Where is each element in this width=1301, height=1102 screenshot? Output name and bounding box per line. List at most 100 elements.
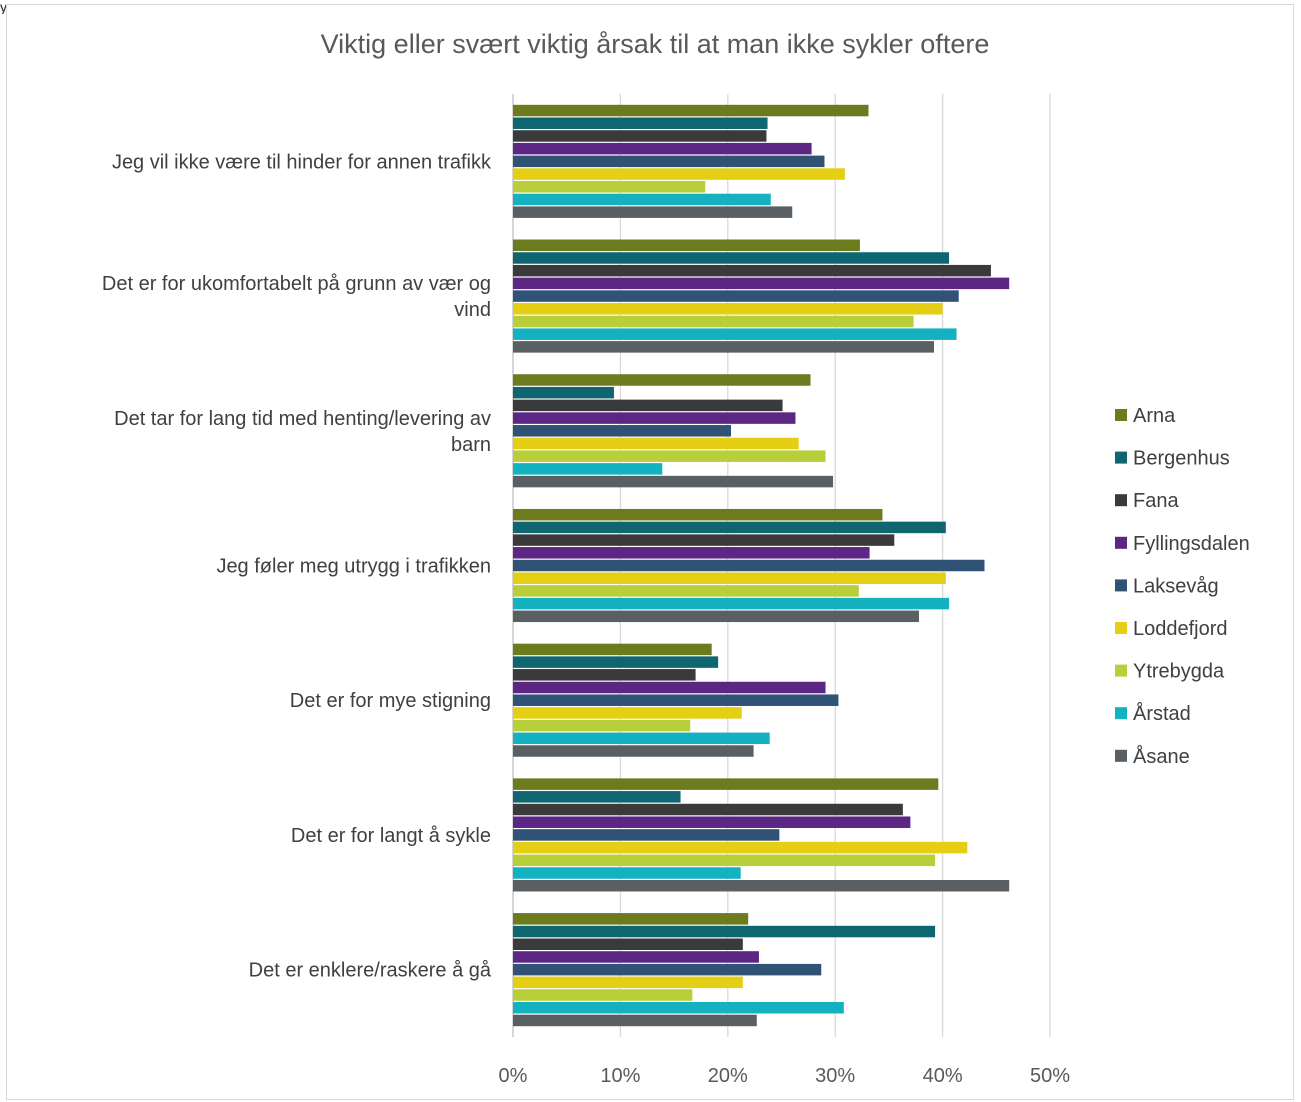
- x-tick-label: 10%: [600, 1065, 640, 1087]
- bar-loddefjord-5: [513, 842, 967, 854]
- bar-ytrebygda-4: [513, 720, 690, 732]
- bar-ytrebygda-2: [513, 450, 826, 462]
- bar-fana-2: [513, 400, 783, 412]
- category-label: Jeg føler meg utrygg i trafikken: [216, 556, 491, 578]
- legend-label: Bergenhus: [1133, 448, 1230, 470]
- category-label: Det er for mye stigning: [290, 690, 491, 712]
- bar--sane-2: [513, 476, 833, 488]
- bar-bergenhus-0: [513, 118, 768, 130]
- legend-label: Fyllingsdalen: [1133, 533, 1250, 555]
- bar--rstad-6: [513, 1002, 844, 1014]
- category-label: Det er for ukomfortabelt på grunn av vær…: [102, 273, 491, 295]
- bar--sane-5: [513, 880, 1009, 892]
- bar-laksev-g-6: [513, 964, 821, 976]
- legend-label: Laksevåg: [1133, 575, 1219, 597]
- bar-arna-6: [513, 913, 748, 925]
- bar-fana-6: [513, 938, 743, 950]
- legend-label: Fana: [1133, 490, 1179, 512]
- bar-bergenhus-4: [513, 656, 718, 668]
- bar-laksev-g-0: [513, 156, 824, 168]
- category-label: barn: [451, 434, 491, 456]
- bar-loddefjord-1: [513, 303, 943, 315]
- bar-bergenhus-3: [513, 522, 946, 534]
- bar-arna-3: [513, 509, 882, 521]
- bar--sane-4: [513, 745, 754, 757]
- category-label: Det er enklere/raskere å gå: [249, 960, 492, 982]
- bar-fyllingsdalen-6: [513, 951, 759, 963]
- legend-label: Åsane: [1133, 745, 1190, 768]
- bar-loddefjord-4: [513, 707, 742, 719]
- bar--sane-6: [513, 1015, 757, 1027]
- x-tick-label: 20%: [708, 1065, 748, 1087]
- bar-arna-0: [513, 105, 868, 117]
- bar-laksev-g-2: [513, 425, 731, 437]
- category-label: Det tar for lang tid med henting/leverin…: [114, 408, 491, 430]
- legend-swatch: [1115, 622, 1127, 634]
- legend-swatch: [1115, 750, 1127, 762]
- x-tick-label: 50%: [1030, 1065, 1070, 1087]
- bar-fana-0: [513, 130, 766, 142]
- bar-bergenhus-1: [513, 252, 949, 264]
- legend-label: Årstad: [1133, 702, 1191, 725]
- bar-fyllingsdalen-5: [513, 816, 910, 828]
- legend: Arna Bergenhus Fana Fyllingsdalen Laksevåg Lo…: [1115, 405, 1250, 768]
- category-label: Jeg vil ikke være til hinder for annen t…: [112, 151, 492, 173]
- bar-laksev-g-5: [513, 829, 779, 841]
- bar--rstad-4: [513, 733, 770, 745]
- bar-ytrebygda-5: [513, 855, 935, 867]
- legend-swatch: [1115, 409, 1127, 421]
- legend-label: Arna: [1133, 405, 1176, 427]
- bar--sane-1: [513, 341, 934, 353]
- bar-fyllingsdalen-2: [513, 412, 795, 424]
- legend-swatch: [1115, 537, 1127, 549]
- bar--rstad-5: [513, 867, 741, 879]
- bar-fyllingsdalen-0: [513, 143, 812, 155]
- x-axis-ticks: 0% 10% 20% 30% 40% 50%: [499, 1065, 1071, 1087]
- legend-swatch: [1115, 707, 1127, 719]
- bar-arna-4: [513, 644, 712, 656]
- bar-arna-1: [513, 240, 860, 252]
- bar-bergenhus-6: [513, 926, 935, 938]
- bar-fana-1: [513, 265, 991, 277]
- bar-laksev-g-1: [513, 290, 959, 302]
- category-label: vind: [454, 299, 491, 321]
- bar-bergenhus-5: [513, 791, 681, 803]
- legend-swatch: [1115, 452, 1127, 464]
- bar-loddefjord-6: [513, 977, 743, 989]
- x-tick-label: 0%: [499, 1065, 528, 1087]
- bar--sane-0: [513, 206, 792, 218]
- bar-ytrebygda-1: [513, 316, 914, 328]
- bar-loddefjord-0: [513, 168, 845, 180]
- bar-ytrebygda-0: [513, 181, 705, 193]
- bar-fana-4: [513, 669, 696, 681]
- bars: [513, 105, 1009, 1026]
- bar--sane-3: [513, 611, 919, 623]
- legend-label: Ytrebygda: [1133, 661, 1225, 683]
- legend-label: Loddefjord: [1133, 618, 1228, 640]
- bar-fyllingsdalen-3: [513, 547, 870, 559]
- bar-fyllingsdalen-4: [513, 682, 826, 694]
- bar-fana-3: [513, 534, 894, 546]
- bar--rstad-2: [513, 463, 662, 475]
- chart-title: Viktig eller svært viktig årsak til at m…: [321, 29, 990, 59]
- bar-arna-2: [513, 374, 810, 386]
- bar-arna-5: [513, 778, 938, 790]
- legend-swatch: [1115, 665, 1127, 677]
- bar-ytrebygda-3: [513, 585, 859, 597]
- bar--rstad-0: [513, 194, 771, 206]
- bar-loddefjord-2: [513, 438, 799, 450]
- bar-bergenhus-2: [513, 387, 614, 399]
- category-label: Det er for langt å sykle: [291, 825, 491, 847]
- category-labels: Jeg vil ikke være til hinder for annen t…: [102, 151, 492, 981]
- bar--rstad-3: [513, 598, 949, 610]
- legend-swatch: [1115, 494, 1127, 506]
- x-tick-label: 30%: [815, 1065, 855, 1087]
- bar-fana-5: [513, 804, 903, 816]
- bar-ytrebygda-6: [513, 989, 692, 1001]
- bar-loddefjord-3: [513, 572, 946, 584]
- x-tick-label: 40%: [923, 1065, 963, 1087]
- legend-swatch: [1115, 579, 1127, 591]
- bar-fyllingsdalen-1: [513, 278, 1009, 290]
- bar-laksev-g-4: [513, 694, 838, 706]
